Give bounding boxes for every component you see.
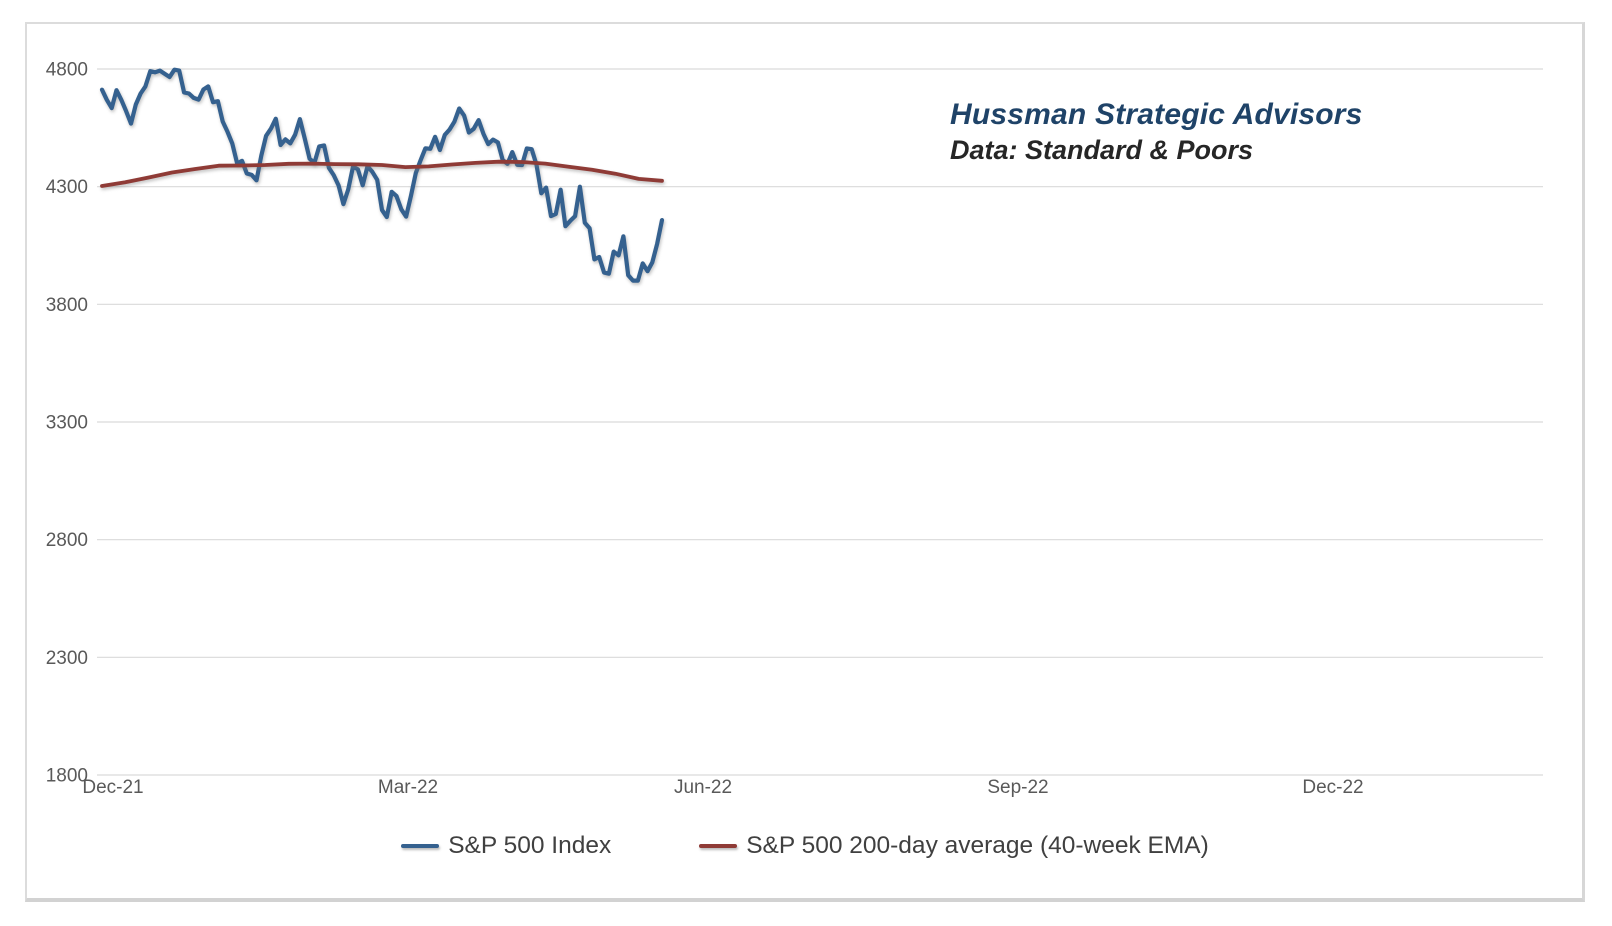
x-axis-label-Dec-22: Dec-22: [1302, 777, 1363, 798]
chart-legend: S&P 500 Index S&P 500 200-day average (4…: [25, 832, 1585, 860]
legend-item-sp500-200day-avg: S&P 500 200-day average (40-week EMA): [699, 832, 1209, 860]
y-axis-label-3300: 3300: [46, 413, 88, 434]
y-axis-label-3800: 3800: [46, 295, 88, 316]
annotation-source-title: Hussman Strategic Advisors: [950, 98, 1363, 131]
series-line-sp500-200day-ema: [100, 159, 664, 188]
y-axis-label-4300: 4300: [46, 177, 88, 198]
series-line-sp500-index: [99, 67, 665, 283]
chart-annotation: Hussman Strategic Advisors Data: Standar…: [950, 96, 1363, 167]
y-axis-label-4800: 4800: [46, 60, 88, 81]
x-axis-label-Jun-22: Jun-22: [674, 777, 732, 798]
legend-swatch-red-line: [699, 843, 738, 849]
legend-label-sp500-200day-avg: S&P 500 200-day average (40-week EMA): [746, 832, 1209, 859]
y-axis-label-2800: 2800: [46, 530, 88, 551]
chart-outer-frame: [25, 22, 1585, 902]
y-axis-label-1800: 1800: [46, 766, 88, 787]
x-axis-label-Dec-21: Dec-21: [82, 777, 143, 798]
x-axis-label-Mar-22: Mar-22: [378, 777, 438, 798]
legend-item-sp500-index: S&P 500 Index: [401, 832, 611, 860]
annotation-data-source: Data: Standard & Poors: [950, 134, 1254, 165]
legend-label-sp500-index: S&P 500 Index: [448, 832, 612, 859]
x-axis-label-Sep-22: Sep-22: [987, 777, 1048, 798]
y-axis-label-2300: 2300: [46, 648, 88, 669]
legend-swatch-blue-line: [401, 843, 440, 849]
